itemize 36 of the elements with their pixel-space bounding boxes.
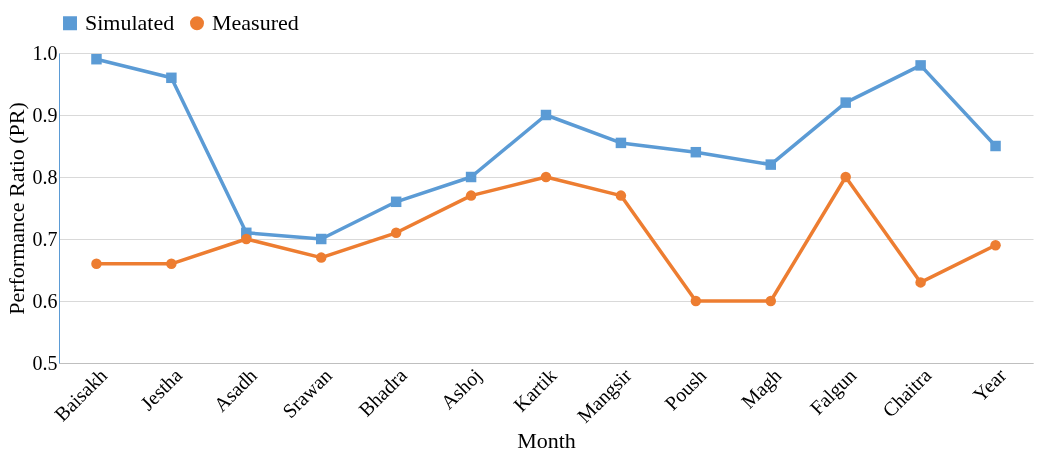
point <box>91 258 102 270</box>
y-axis-title: Performance Ratio (PR) <box>3 102 29 315</box>
point <box>915 60 926 71</box>
point <box>241 233 252 245</box>
point <box>840 171 851 183</box>
point <box>690 295 702 307</box>
point <box>540 171 552 183</box>
y-tick-label: 0.9 <box>32 103 58 126</box>
point <box>166 72 177 84</box>
point <box>765 295 777 307</box>
point <box>540 109 552 121</box>
point <box>615 137 627 149</box>
point <box>765 159 777 170</box>
point <box>690 146 702 158</box>
point <box>615 190 627 201</box>
y-tick-label: 1.0 <box>32 41 58 64</box>
point <box>390 227 402 239</box>
x-axis-title: Month <box>517 427 576 453</box>
point <box>840 97 851 108</box>
y-tick-label: 0.7 <box>32 227 58 250</box>
point <box>990 140 1001 152</box>
point <box>315 252 327 263</box>
point <box>990 239 1001 251</box>
legend-label: Simulated <box>85 10 175 36</box>
legend-label: Measured <box>212 10 299 36</box>
point <box>465 171 477 183</box>
point <box>915 277 926 288</box>
y-tick-label: 0.8 <box>32 165 58 188</box>
point <box>315 233 327 245</box>
y-tick-label: 0.6 <box>32 289 58 312</box>
point <box>166 258 177 270</box>
x-tick-label: Year <box>968 363 1011 406</box>
point <box>91 53 102 65</box>
y-tick-label: 0.5 <box>32 351 58 374</box>
point <box>465 190 477 201</box>
point <box>390 196 402 208</box>
